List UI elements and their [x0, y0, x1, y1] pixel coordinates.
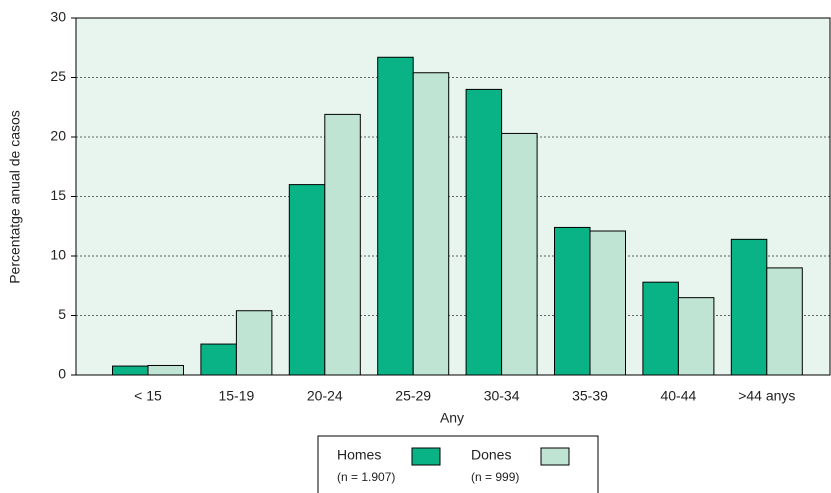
x-tick-label: >44 anys: [738, 388, 795, 404]
x-tick-label: < 15: [134, 388, 162, 404]
x-tick-label: 25-29: [395, 388, 431, 404]
x-axis-label: Any: [440, 410, 464, 426]
bar: [589, 230, 626, 376]
bar: [200, 343, 237, 376]
plot-frame: [75, 17, 831, 376]
bar: [112, 365, 149, 376]
y-axis-label: Percentatge anual de casos: [7, 110, 23, 284]
legend-label: Homes: [337, 447, 381, 463]
legend-sample: (n = 999): [471, 470, 519, 484]
legend-swatch: [540, 447, 570, 466]
legend-swatch: [411, 447, 441, 466]
x-tick-label: 40-44: [660, 388, 696, 404]
y-tick-label: 15: [50, 187, 66, 203]
bar: [377, 56, 414, 376]
x-tick-label: 30-34: [484, 388, 520, 404]
y-tick-label: 20: [50, 128, 66, 144]
y-tick-label: 25: [50, 68, 66, 84]
bar: [642, 281, 679, 376]
bar: [730, 238, 768, 376]
bar: [766, 267, 803, 376]
legend-box: [317, 435, 599, 493]
y-tick-label: 10: [50, 247, 66, 263]
y-tick-label: 5: [58, 306, 66, 322]
bar: [465, 88, 503, 376]
bar: [554, 226, 591, 376]
x-tick-label: 20-24: [307, 388, 343, 404]
bar: [501, 132, 538, 376]
bar: [677, 297, 715, 376]
bar: [412, 72, 450, 376]
legend: Homes (n = 1.907) Dones (n = 999): [317, 435, 599, 493]
y-tick-label: 30: [50, 9, 66, 25]
x-tick-label: 15-19: [218, 388, 254, 404]
legend-label: Dones: [471, 447, 511, 463]
legend-sample: (n = 1.907): [337, 470, 395, 484]
y-tick-label: 0: [58, 366, 66, 382]
bar: [235, 310, 273, 376]
x-tick-label: 35-39: [572, 388, 608, 404]
bar: [288, 184, 326, 376]
bar: [324, 113, 361, 376]
bar: [147, 364, 184, 376]
